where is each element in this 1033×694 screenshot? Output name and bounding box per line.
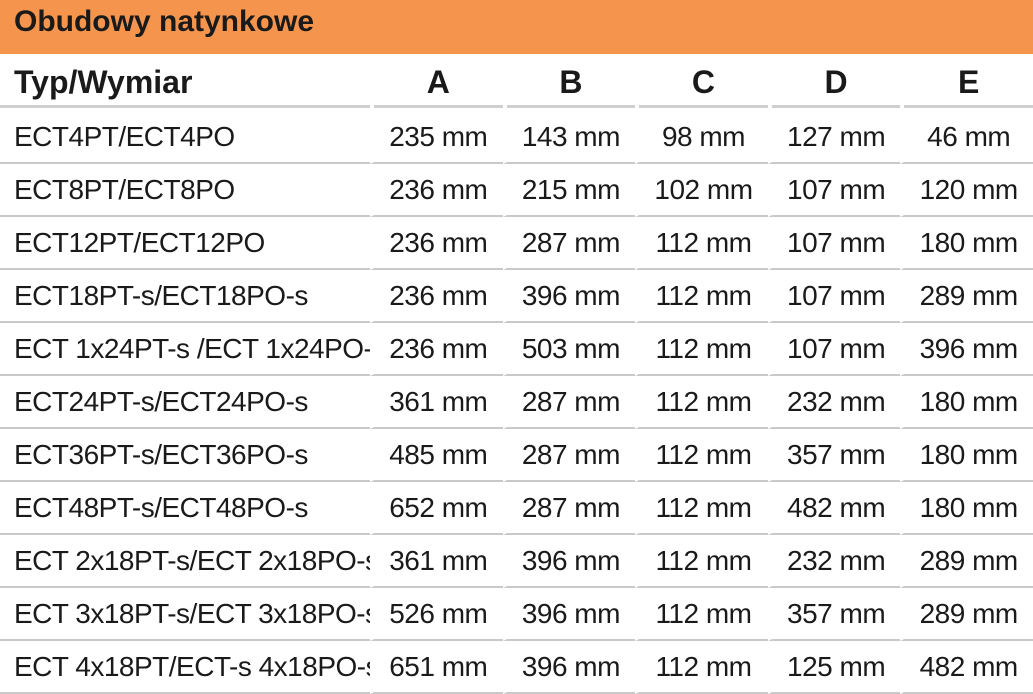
value-cell-a: 236 mm	[370, 270, 503, 323]
value-cell-a: 361 mm	[370, 535, 503, 588]
value-cell-a: 651 mm	[370, 641, 503, 694]
value-cell-c: 112 mm	[635, 376, 768, 429]
value-cell-b: 287 mm	[502, 217, 636, 270]
value-cell-e: 396 mm	[900, 323, 1033, 376]
title-bar: Obudowy natynkowe	[0, 0, 1033, 54]
value-cell-d: 107 mm	[767, 217, 901, 270]
value-cell-d: 357 mm	[767, 429, 901, 482]
type-cell: ECT4PT/ECT4PO	[0, 111, 370, 164]
type-cell: ECT8PT/ECT8PO	[0, 164, 370, 217]
value-cell-b: 396 mm	[502, 535, 636, 588]
table-row: ECT12PT/ECT12PO 236 mm 287 mm 112 mm 107…	[0, 217, 1033, 270]
value-cell-e: 180 mm	[900, 376, 1033, 429]
value-cell-a: 485 mm	[370, 429, 503, 482]
value-cell-e: 289 mm	[900, 270, 1033, 323]
value-cell-d: 232 mm	[767, 535, 901, 588]
value-cell-e: 180 mm	[900, 482, 1033, 535]
table-row: ECT8PT/ECT8PO 236 mm 215 mm 102 mm 107 m…	[0, 164, 1033, 217]
value-cell-c: 102 mm	[635, 164, 768, 217]
value-cell-d: 125 mm	[767, 641, 901, 694]
value-cell-a: 236 mm	[370, 164, 503, 217]
page-title: Obudowy natynkowe	[14, 5, 315, 38]
column-header-a: A	[370, 57, 503, 111]
table-row: ECT 3x18PT-s/ECT 3x18PO-s 526 mm 396 mm …	[0, 588, 1033, 641]
value-cell-c: 112 mm	[635, 535, 768, 588]
column-header-type: Typ/Wymiar	[0, 57, 370, 111]
value-cell-b: 503 mm	[502, 323, 636, 376]
value-cell-a: 361 mm	[370, 376, 503, 429]
type-cell: ECT48PT-s/ECT48PO-s	[0, 482, 370, 535]
type-cell: ECT 3x18PT-s/ECT 3x18PO-s	[0, 588, 370, 641]
value-cell-a: 235 mm	[370, 111, 503, 164]
value-cell-e: 180 mm	[900, 217, 1033, 270]
type-cell: ECT 4x18PT/ECT-s 4x18PO-s	[0, 641, 370, 694]
type-cell: ECT24PT-s/ECT24PO-s	[0, 376, 370, 429]
value-cell-a: 526 mm	[370, 588, 503, 641]
value-cell-c: 112 mm	[635, 323, 768, 376]
value-cell-d: 357 mm	[767, 588, 901, 641]
value-cell-e: 482 mm	[900, 641, 1033, 694]
value-cell-c: 112 mm	[635, 641, 768, 694]
value-cell-e: 180 mm	[900, 429, 1033, 482]
table-row: ECT18PT-s/ECT18PO-s 236 mm 396 mm 112 mm…	[0, 270, 1033, 323]
table-row: ECT 4x18PT/ECT-s 4x18PO-s 651 mm 396 mm …	[0, 641, 1033, 694]
header-row: Typ/Wymiar A B C D E	[0, 57, 1033, 111]
value-cell-d: 127 mm	[767, 111, 901, 164]
value-cell-c: 112 mm	[635, 429, 768, 482]
value-cell-e: 120 mm	[900, 164, 1033, 217]
value-cell-b: 396 mm	[502, 270, 636, 323]
dimensions-table: Typ/Wymiar A B C D E ECT4PT/ECT4PO 235 m…	[0, 57, 1033, 694]
table-row: ECT36PT-s/ECT36PO-s 485 mm 287 mm 112 mm…	[0, 429, 1033, 482]
value-cell-c: 112 mm	[635, 482, 768, 535]
value-cell-b: 143 mm	[502, 111, 636, 164]
column-header-b: B	[502, 57, 636, 111]
column-header-c: C	[635, 57, 768, 111]
value-cell-a: 236 mm	[370, 323, 503, 376]
value-cell-d: 107 mm	[767, 164, 901, 217]
column-header-e: E	[900, 57, 1033, 111]
value-cell-c: 112 mm	[635, 270, 768, 323]
type-cell: ECT 1x24PT-s /ECT 1x24PO-s	[0, 323, 370, 376]
value-cell-d: 232 mm	[767, 376, 901, 429]
type-cell: ECT36PT-s/ECT36PO-s	[0, 429, 370, 482]
type-cell: ECT12PT/ECT12PO	[0, 217, 370, 270]
table-row: ECT48PT-s/ECT48PO-s 652 mm 287 mm 112 mm…	[0, 482, 1033, 535]
value-cell-c: 112 mm	[635, 217, 768, 270]
table-row: ECT4PT/ECT4PO 235 mm 143 mm 98 mm 127 mm…	[0, 111, 1033, 164]
value-cell-e: 289 mm	[900, 588, 1033, 641]
value-cell-c: 112 mm	[635, 588, 768, 641]
type-cell: ECT18PT-s/ECT18PO-s	[0, 270, 370, 323]
value-cell-c: 98 mm	[635, 111, 768, 164]
table-body: ECT4PT/ECT4PO 235 mm 143 mm 98 mm 127 mm…	[0, 111, 1033, 694]
value-cell-e: 46 mm	[900, 111, 1033, 164]
value-cell-d: 482 mm	[767, 482, 901, 535]
table-row: ECT 2x18PT-s/ECT 2x18PO-s 361 mm 396 mm …	[0, 535, 1033, 588]
value-cell-b: 287 mm	[502, 429, 636, 482]
value-cell-b: 396 mm	[502, 588, 636, 641]
value-cell-e: 289 mm	[900, 535, 1033, 588]
value-cell-b: 215 mm	[502, 164, 636, 217]
table-row: ECT24PT-s/ECT24PO-s 361 mm 287 mm 112 mm…	[0, 376, 1033, 429]
type-cell: ECT 2x18PT-s/ECT 2x18PO-s	[0, 535, 370, 588]
value-cell-a: 652 mm	[370, 482, 503, 535]
value-cell-d: 107 mm	[767, 323, 901, 376]
table-row: ECT 1x24PT-s /ECT 1x24PO-s 236 mm 503 mm…	[0, 323, 1033, 376]
value-cell-b: 287 mm	[502, 376, 636, 429]
column-header-d: D	[767, 57, 901, 111]
value-cell-b: 396 mm	[502, 641, 636, 694]
value-cell-d: 107 mm	[767, 270, 901, 323]
value-cell-b: 287 mm	[502, 482, 636, 535]
value-cell-a: 236 mm	[370, 217, 503, 270]
